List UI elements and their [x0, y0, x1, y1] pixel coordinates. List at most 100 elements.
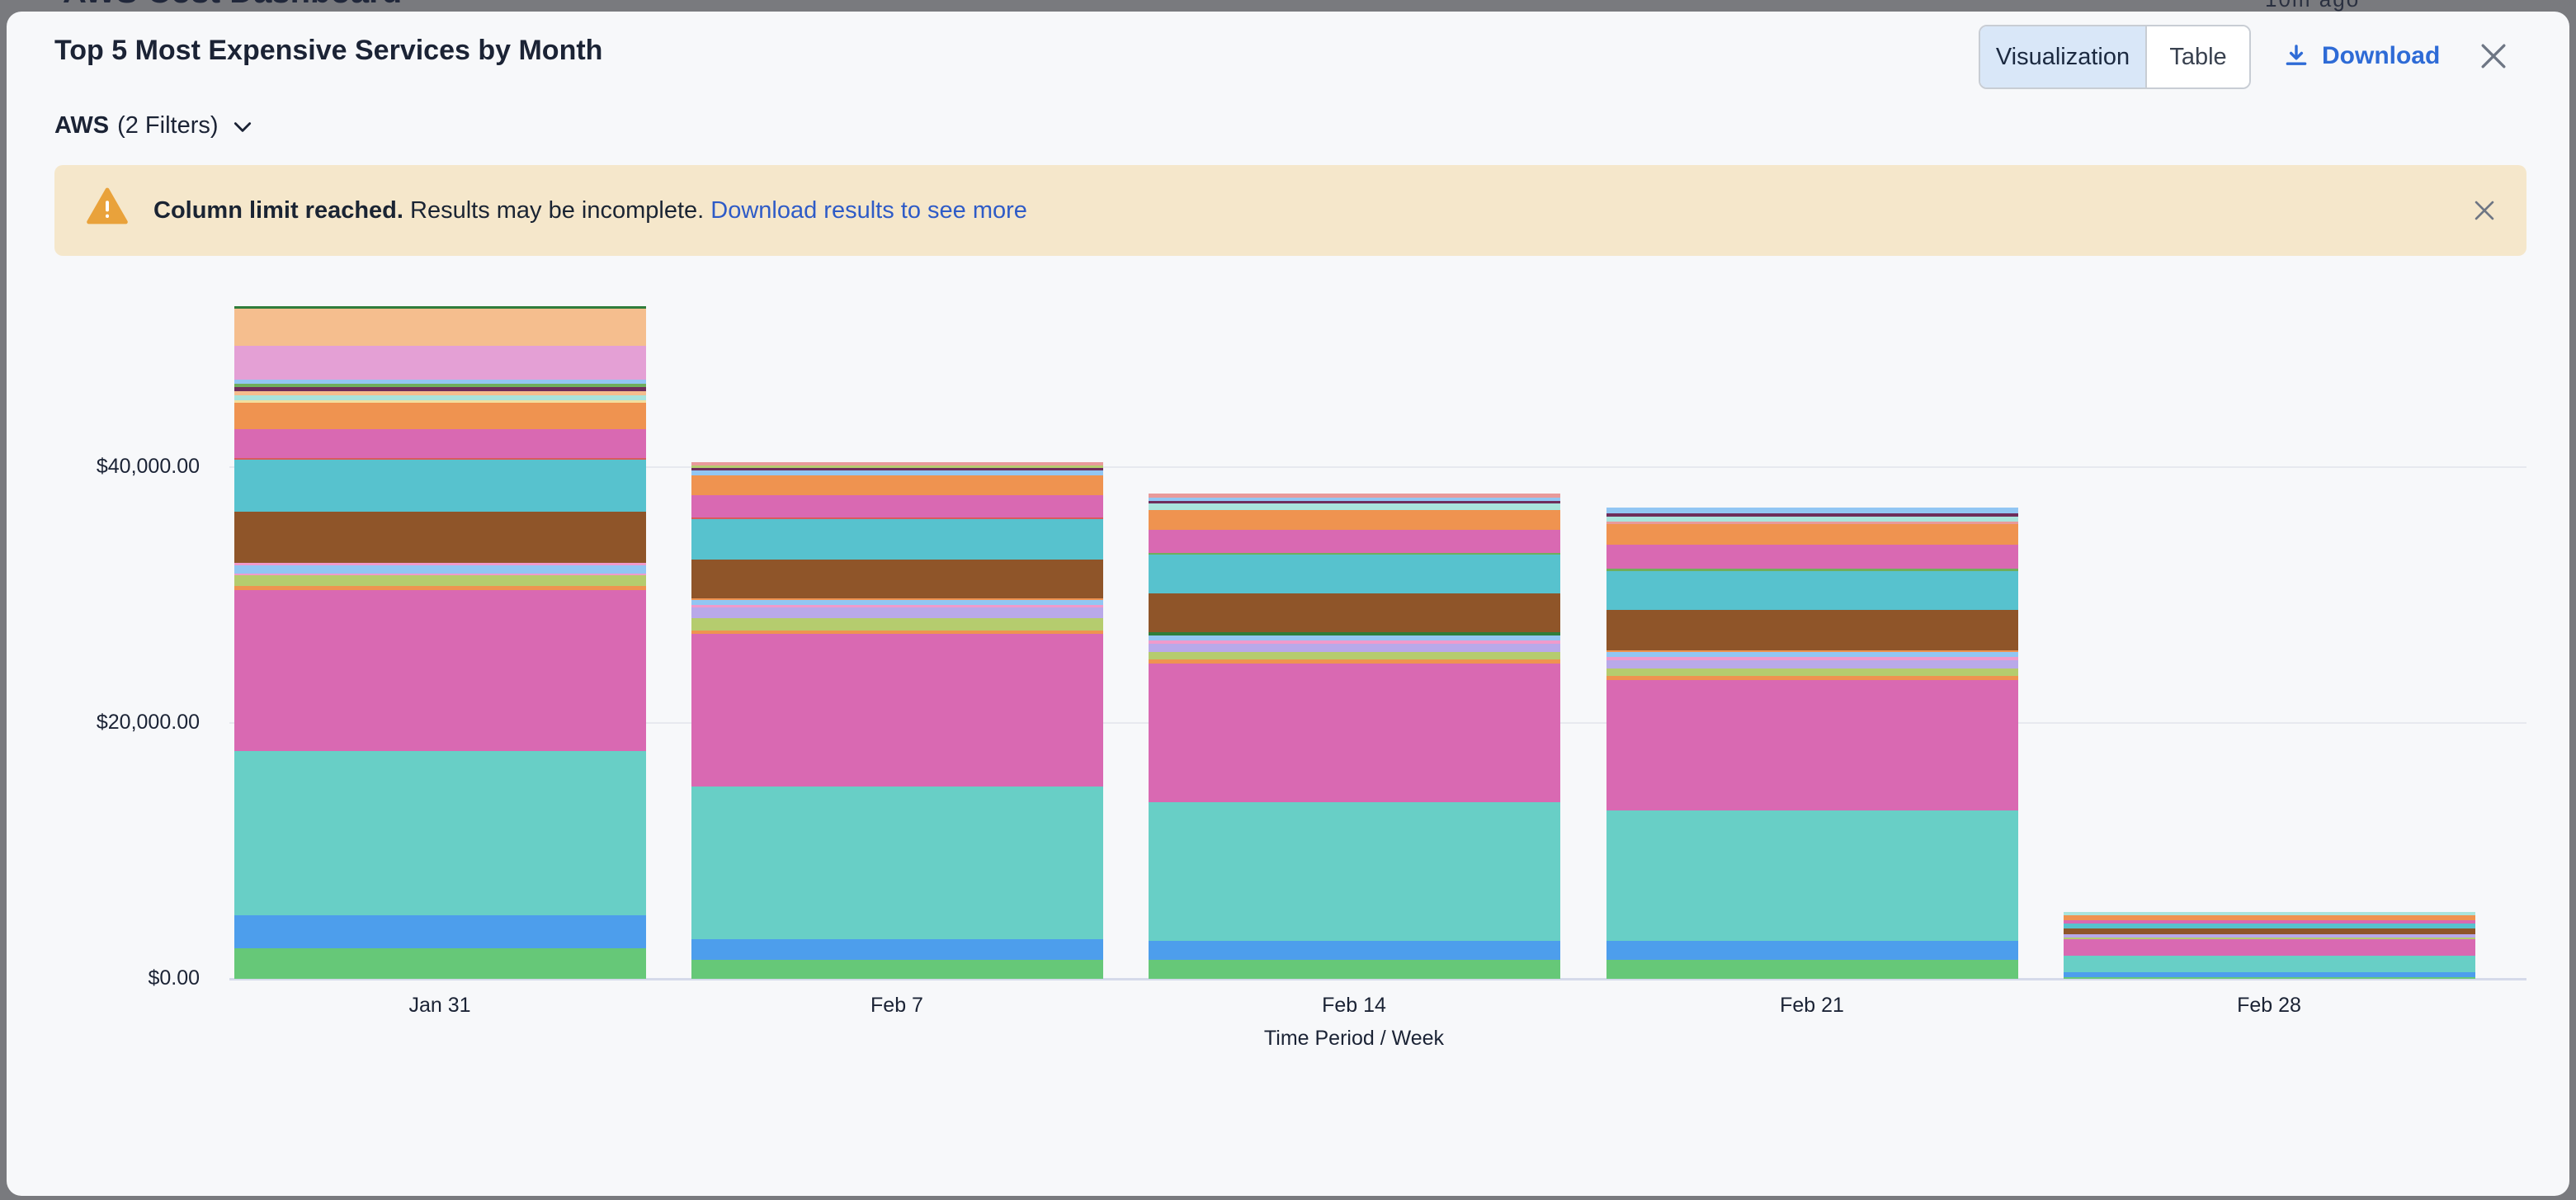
bar-segment[interactable] [1606, 517, 2018, 522]
download-button[interactable]: Download [2282, 33, 2440, 79]
bar-segment[interactable] [1148, 503, 1560, 511]
bar-segment[interactable] [691, 518, 1103, 560]
bar-segment[interactable] [1148, 635, 1560, 641]
bar-segment[interactable] [1606, 522, 2018, 525]
bar-segment[interactable] [1606, 669, 2018, 677]
bar-segment[interactable] [234, 511, 646, 563]
bar-segment[interactable] [691, 494, 1103, 517]
bar-segment[interactable] [234, 457, 646, 460]
bar-segment[interactable] [691, 475, 1103, 495]
bar-segment[interactable] [1148, 632, 1560, 636]
bar-segment[interactable] [234, 386, 646, 391]
bar-segment[interactable] [691, 960, 1103, 979]
bar-segment[interactable] [1606, 513, 2018, 517]
banner-close-icon[interactable] [2470, 196, 2498, 224]
bar-segment[interactable] [2063, 971, 2475, 977]
download-results-link[interactable]: Download results to see more [710, 196, 1027, 224]
bar-segment[interactable] [691, 630, 1103, 634]
bar-segment[interactable] [1606, 508, 2018, 514]
bar-segment[interactable] [1148, 652, 1560, 660]
bar-segment[interactable] [691, 599, 1103, 605]
bar-segment[interactable] [691, 467, 1103, 470]
bar-segment[interactable] [2063, 939, 2475, 956]
bar-segment[interactable] [691, 598, 1103, 600]
bar-segment[interactable] [1148, 501, 1560, 504]
bar-segment[interactable] [234, 390, 646, 395]
bar-segment[interactable] [234, 402, 646, 429]
bar-segment[interactable] [234, 345, 646, 380]
bar-segment[interactable] [1606, 676, 2018, 681]
bar-segment[interactable] [691, 461, 1103, 465]
bar-segment[interactable] [1148, 494, 1560, 498]
bar-segment[interactable] [1606, 652, 2018, 658]
bar-segment[interactable] [234, 399, 646, 403]
bar-segment[interactable] [1606, 680, 2018, 811]
bar-segment[interactable] [234, 750, 646, 915]
modal-close-icon[interactable] [2475, 38, 2512, 74]
bar-segment[interactable] [1606, 545, 2018, 569]
bar-segment[interactable] [1148, 644, 1560, 653]
bar-segment[interactable] [2063, 919, 2475, 924]
y-tick-label: $40,000.00 [96, 455, 200, 478]
bar-segment[interactable] [1148, 640, 1560, 645]
bar-segment[interactable] [691, 939, 1103, 961]
bar-segment[interactable] [234, 459, 646, 512]
bar-segment[interactable] [691, 470, 1103, 475]
bar-segment[interactable] [2063, 938, 2475, 939]
bar-segment[interactable] [2063, 977, 2475, 979]
x-tick-label: Jan 31 [408, 994, 471, 1017]
tab-table[interactable]: Table [2147, 26, 2249, 87]
bar-segment[interactable] [2063, 914, 2475, 920]
bar-segment[interactable] [1148, 593, 1560, 633]
bar-segment[interactable] [234, 562, 646, 565]
bar-segment[interactable] [234, 309, 646, 346]
bar-segment[interactable] [234, 947, 646, 979]
bar-segment[interactable] [1148, 960, 1560, 979]
bar-segment[interactable] [1148, 659, 1560, 664]
bar-segment[interactable] [691, 517, 1103, 519]
bar-segment[interactable] [1606, 660, 2018, 669]
bar-segment[interactable] [234, 585, 646, 590]
bar-segment[interactable] [1148, 555, 1560, 594]
bar-segment[interactable] [691, 633, 1103, 787]
bar-segment[interactable] [1148, 530, 1560, 554]
bar-segment[interactable] [1606, 650, 2018, 653]
bar-segment[interactable] [1606, 610, 2018, 651]
bar-segment[interactable] [1606, 810, 2018, 942]
bar-segment[interactable] [691, 617, 1103, 631]
bar-segment[interactable] [1606, 960, 2018, 979]
bar-segment[interactable] [234, 379, 646, 384]
bar-segment[interactable] [1606, 657, 2018, 661]
bar-segment[interactable] [234, 383, 646, 387]
bar-segment[interactable] [2063, 933, 2475, 938]
bar-segment[interactable] [1148, 553, 1560, 555]
bar-segment[interactable] [2063, 911, 2475, 915]
bar-segment[interactable] [234, 574, 646, 586]
bar-segment[interactable] [234, 305, 646, 309]
bar-segment[interactable] [691, 787, 1103, 940]
bar-segment[interactable] [1148, 664, 1560, 803]
bar-segment[interactable] [234, 565, 646, 574]
bar-segment[interactable] [234, 914, 646, 948]
bar-segment[interactable] [234, 428, 646, 458]
bar-segment[interactable] [1606, 524, 2018, 546]
bar-segment[interactable] [2063, 928, 2475, 934]
bar-segment[interactable] [1606, 569, 2018, 572]
bar-segment[interactable] [1148, 802, 1560, 942]
tab-visualization[interactable]: Visualization [1980, 26, 2147, 87]
bar-segment[interactable] [1148, 510, 1560, 531]
bar-segment[interactable] [1148, 498, 1560, 502]
bar-segment[interactable] [1148, 941, 1560, 961]
bar-segment[interactable] [1606, 571, 2018, 611]
bar-segment[interactable] [691, 559, 1103, 598]
bar-segment[interactable] [234, 573, 646, 575]
bar-segment[interactable] [691, 604, 1103, 607]
filter-dropdown[interactable]: AWS (2 Filters) [54, 107, 253, 144]
bar-segment[interactable] [691, 607, 1103, 618]
bar-segment[interactable] [691, 465, 1103, 468]
bar-segment[interactable] [234, 589, 646, 751]
bar-segment[interactable] [1606, 941, 2018, 961]
bar-segment[interactable] [234, 394, 646, 400]
bar-segment[interactable] [2063, 955, 2475, 972]
bar-segment[interactable] [2063, 923, 2475, 929]
